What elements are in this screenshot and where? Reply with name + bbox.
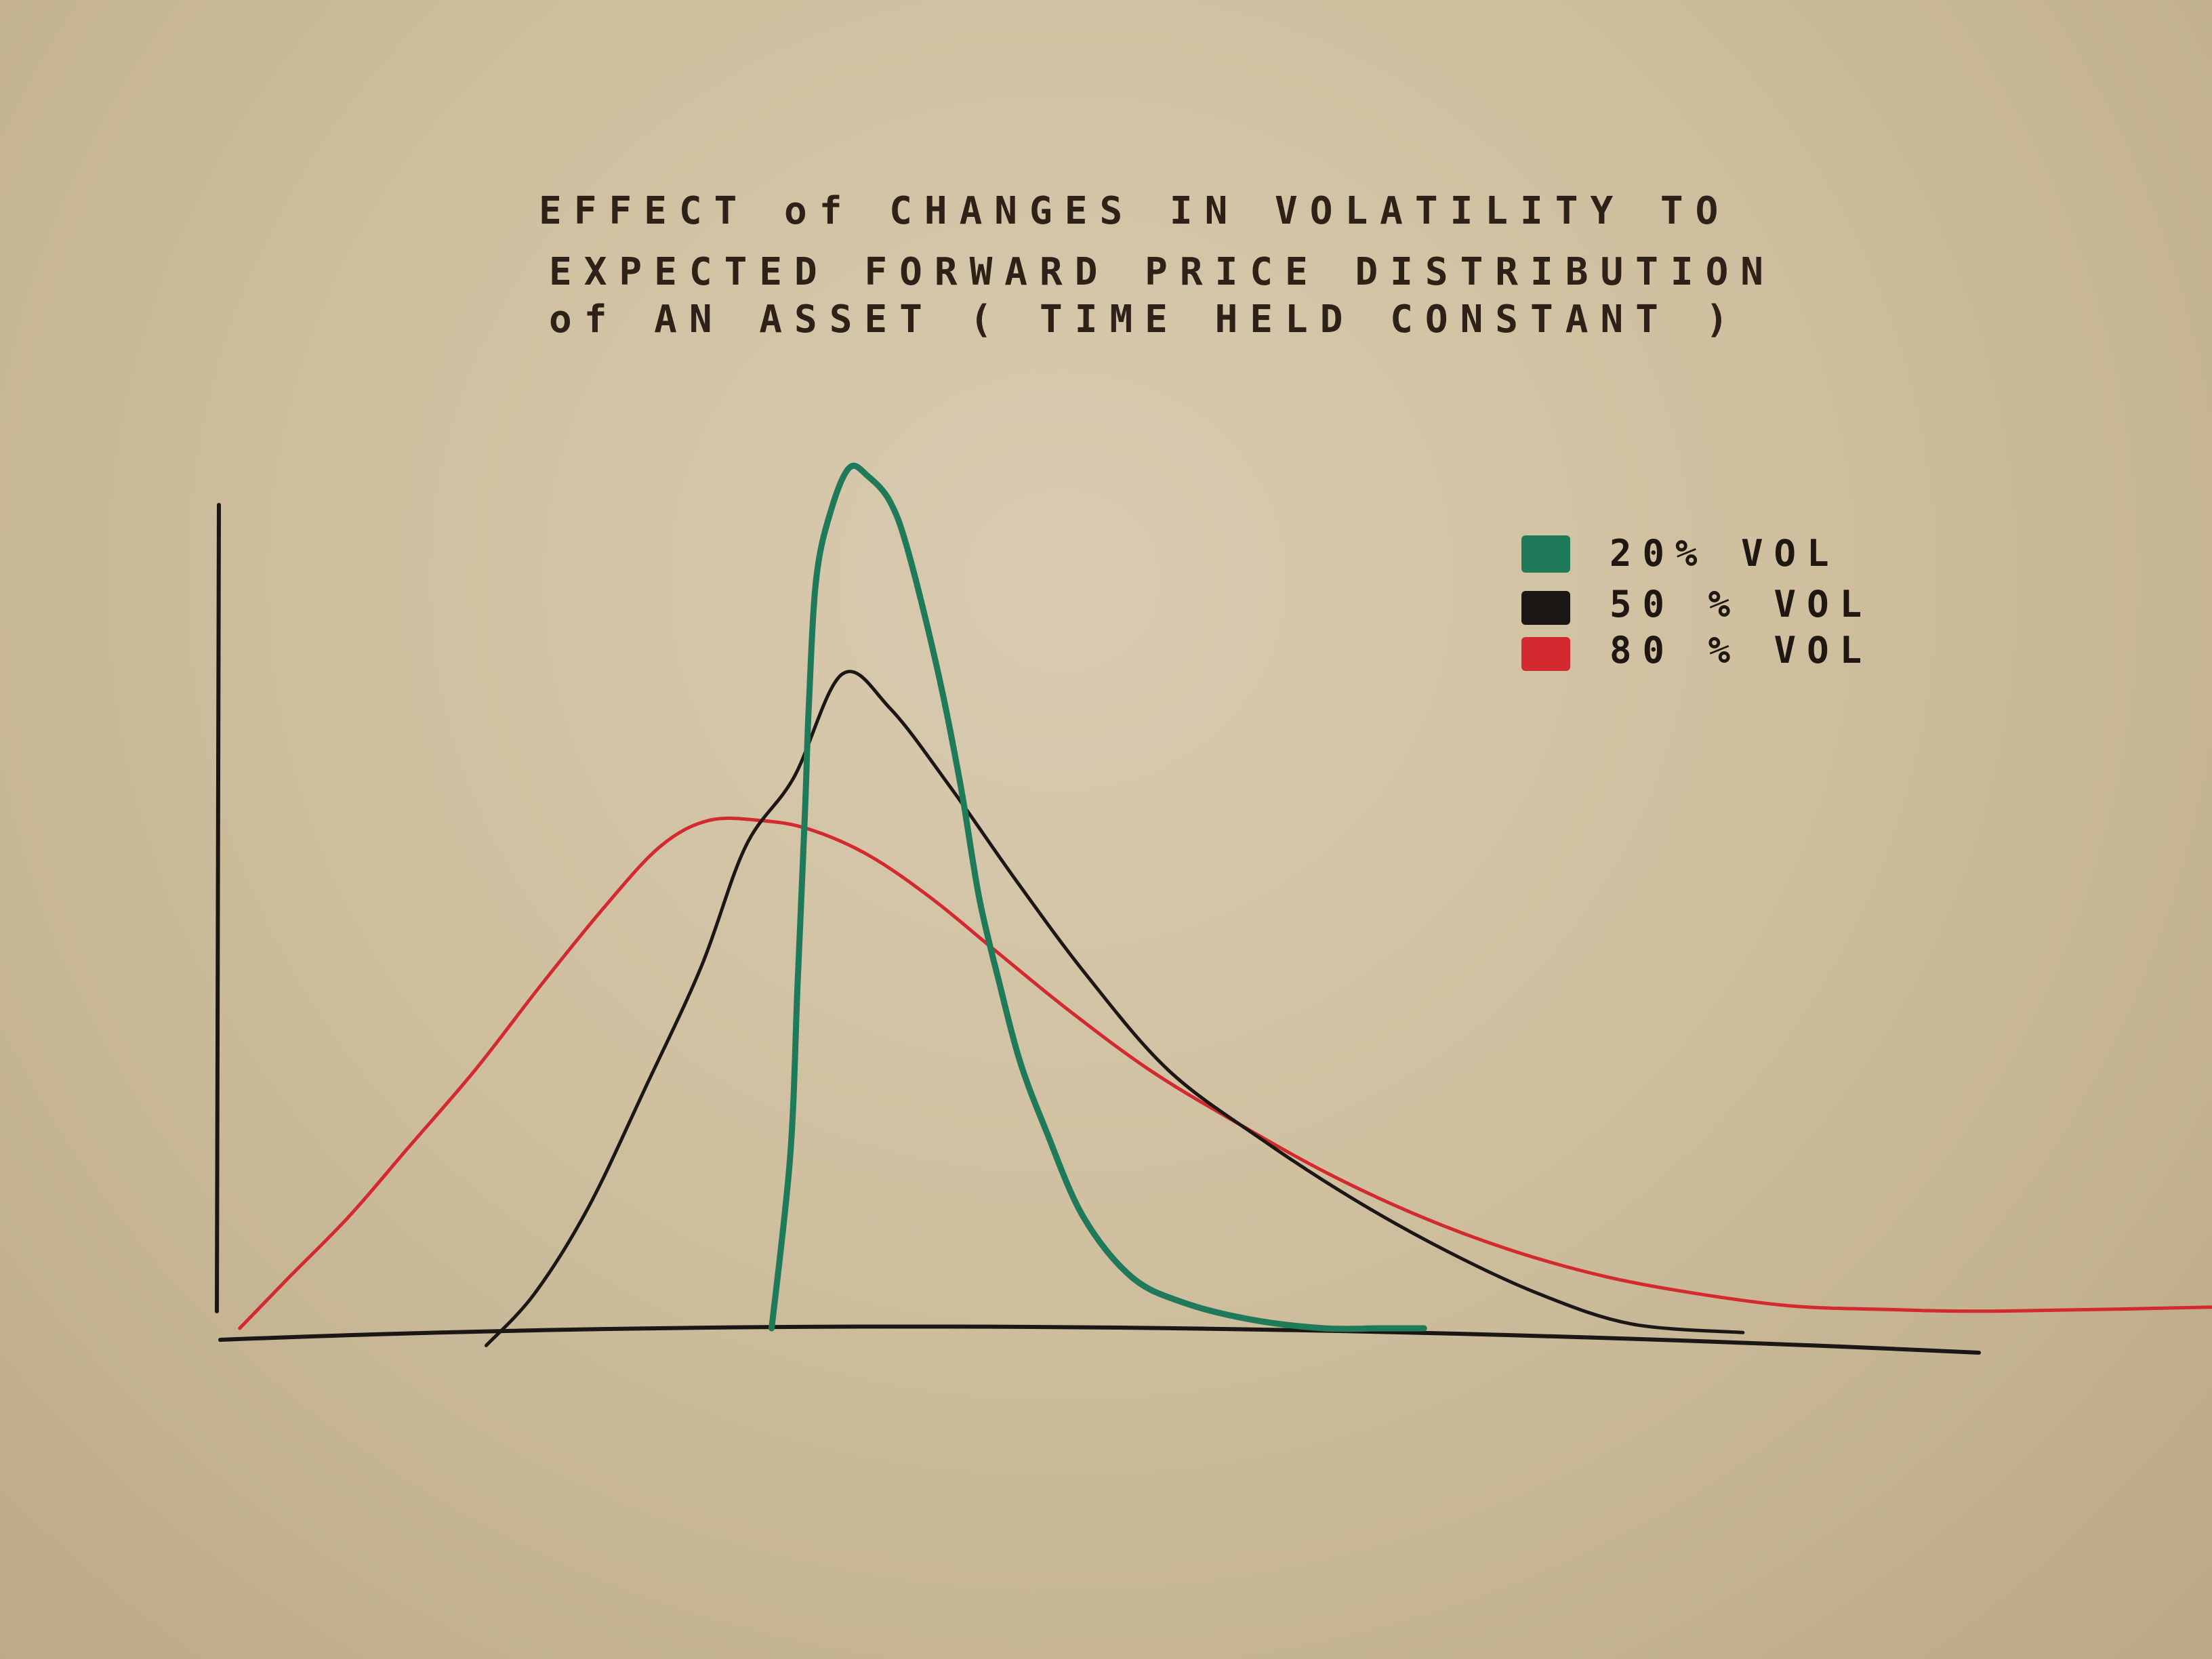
title-line-2: EXPECTED FORWARD PRICE DISTRIBUTION (549, 250, 1776, 294)
y-axis (215, 503, 221, 1313)
legend-swatch-50-vol (1521, 591, 1570, 625)
legend-entry-80-vol: 80 % VOL (1521, 629, 1872, 672)
legend-entry-20-vol: 20% VOL (1521, 532, 1840, 575)
legend-label-80-vol: 80 % VOL (1610, 629, 1872, 672)
series-layer (238, 462, 2212, 1347)
series-line-50-vol (484, 670, 1745, 1347)
x-axis (218, 1324, 1981, 1355)
legend-swatch-20-vol (1521, 535, 1570, 573)
legend-label-20-vol: 20% VOL (1610, 532, 1840, 575)
series-line-80-vol (238, 816, 2212, 1330)
title-line-1: EFFECT of CHANGES IN VOLATILITY TO (539, 189, 1730, 233)
legend-swatch-80-vol (1521, 637, 1570, 671)
chart-title: EFFECT of CHANGES IN VOLATILITY TO EXPEC… (539, 189, 1776, 342)
series-line-20-vol (769, 462, 1427, 1332)
legend-entry-50-vol: 50 % VOL (1521, 583, 1872, 626)
title-line-3: of AN ASSET ( TIME HELD CONSTANT ) (549, 298, 1740, 342)
legend: 20% VOL 50 % VOL 80 % VOL (1521, 532, 1872, 672)
legend-label-50-vol: 50 % VOL (1610, 583, 1872, 626)
